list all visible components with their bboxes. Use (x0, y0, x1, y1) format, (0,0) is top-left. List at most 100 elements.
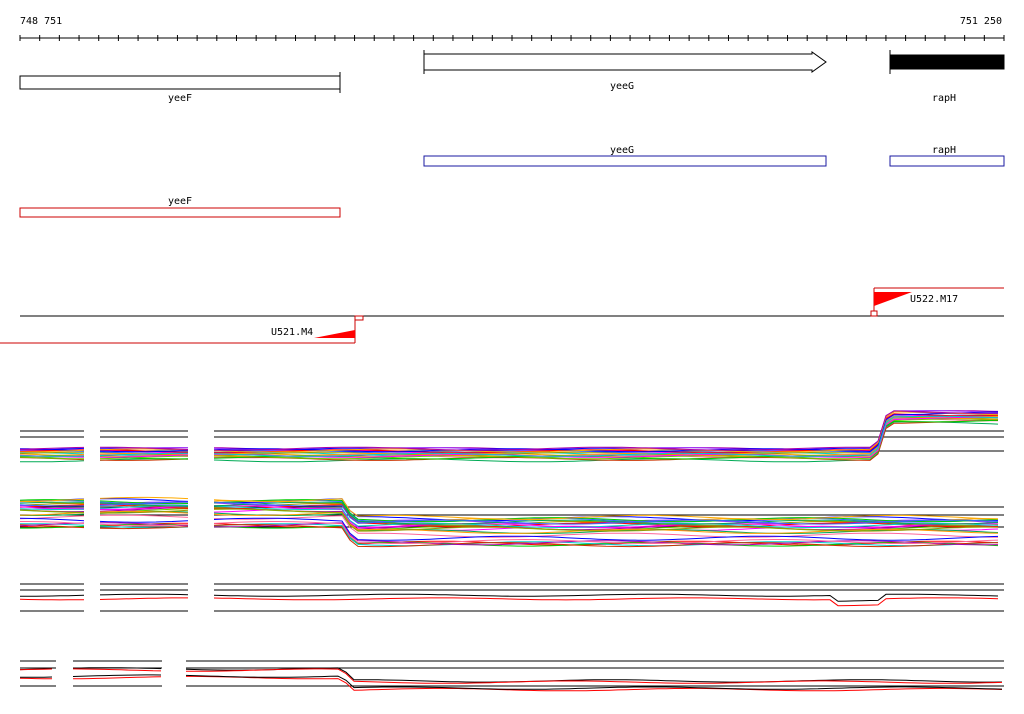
signal-series-line (99, 501, 189, 506)
gene-yeeG-label: yeeG (610, 81, 634, 92)
signal-series-line (213, 411, 999, 453)
signal-panel-4 (19, 660, 1004, 692)
signal-series-line (99, 455, 189, 460)
signal-series-line (213, 523, 999, 547)
feature-yeeF-reverse[interactable] (19, 207, 341, 218)
signal-series-line (19, 498, 85, 502)
signal-series-line (186, 668, 1003, 684)
signal-series-line (19, 517, 85, 522)
transcript-right-label: U522.M17 (910, 294, 958, 305)
signal-series-line (213, 410, 999, 451)
signal-series-line (213, 413, 999, 454)
signal-series-line (185, 667, 1003, 683)
signal-series-line (99, 449, 189, 453)
signal-series-line (72, 674, 162, 677)
signal-panel-1 (19, 410, 1004, 463)
signal-series-line (213, 593, 999, 602)
signal-series-line (99, 526, 189, 530)
signal-series-line (213, 515, 999, 538)
signal-series-line (19, 460, 85, 463)
signal-series-line (213, 499, 999, 523)
signal-series-line (99, 452, 188, 456)
signal-series-line (100, 446, 189, 450)
signal-series-line (213, 501, 999, 525)
signal-series-line (19, 509, 85, 514)
signal-series-line (19, 451, 84, 455)
signal-series-line (100, 454, 189, 458)
transcript-left-label: U521.M4 (271, 327, 313, 338)
signal-series-line (19, 504, 85, 507)
signal-series-line (99, 502, 189, 507)
transcript-left-flag (314, 330, 355, 338)
signal-series-line (213, 507, 999, 531)
signal-series-line (19, 456, 84, 460)
feature-rapH-forward-label: rapH (932, 145, 956, 156)
signal-series-line (186, 675, 1003, 692)
signal-series-line (20, 521, 85, 524)
signal-series-line (99, 597, 188, 600)
signal-series-line (213, 521, 999, 544)
signal-series-line (19, 449, 85, 453)
gene-rapH-label: rapH (932, 93, 956, 104)
signal-series-line (213, 508, 999, 532)
signal-series-line (213, 505, 999, 528)
signal-series-line (185, 674, 1003, 690)
ruler-ticks (19, 35, 1005, 41)
signal-series-line (99, 510, 189, 514)
signal-series-line (19, 508, 85, 510)
signal-series-line (99, 450, 189, 453)
signal-series-line (19, 598, 85, 601)
signal-series-line (20, 594, 85, 597)
feature-yeeF-reverse-label: yeeF (168, 196, 192, 207)
signal-series-line (72, 668, 162, 672)
signal-series-line (213, 415, 999, 457)
gene-rapH-box[interactable] (889, 54, 1005, 70)
signal-series-line (72, 676, 162, 680)
forward-feature-track: yeeG rapH (423, 145, 1005, 167)
coordinate-ruler: 748 751 751 250 (19, 16, 1005, 41)
signal-panel-3 (19, 583, 1004, 612)
feature-rapH-forward[interactable] (889, 155, 1005, 167)
signal-series-line (100, 505, 189, 510)
signal-series-line (19, 668, 53, 671)
signal-panel-2 (19, 496, 1004, 548)
signal-series-line (213, 415, 999, 457)
signal-series-line (213, 416, 999, 458)
feature-yeeG-forward-label: yeeG (610, 145, 634, 156)
reverse-feature-track: yeeF (19, 196, 341, 218)
feature-yeeG-forward[interactable] (423, 155, 827, 167)
ruler-start-label: 748 751 (20, 16, 62, 27)
signal-series-line (99, 523, 189, 526)
gene-annotation-track: yeeF yeeG rapH (19, 50, 1005, 104)
signal-series-line (213, 501, 999, 525)
signal-series-line (100, 509, 189, 514)
signal-series-line (213, 524, 999, 548)
gene-yeeG-arrow[interactable] (423, 51, 827, 73)
signal-series-line (19, 446, 85, 450)
signal-series-line (213, 498, 999, 520)
signal-series-line (99, 593, 189, 596)
signal-series-line (213, 418, 999, 460)
signal-series-line (213, 522, 999, 546)
gene-yeeF-box[interactable] (19, 75, 341, 90)
transcript-track: U522.M17 U521.M4 (0, 287, 1004, 344)
signal-series-line (213, 499, 999, 523)
signal-series-line (19, 677, 53, 680)
signal-series-line (99, 496, 189, 500)
signal-series-line (99, 498, 189, 502)
signal-series-line (19, 512, 85, 516)
signal-series-line (213, 517, 999, 541)
signal-series-line (19, 502, 84, 506)
signal-series-line (213, 411, 998, 452)
signal-series-line (19, 501, 85, 504)
signal-series-line (99, 458, 189, 461)
transcript-right-flag (874, 292, 912, 306)
signal-series-line (213, 420, 998, 461)
gene-yeeF-label: yeeF (168, 93, 192, 104)
signal-series-line (213, 411, 999, 453)
signal-series-line (99, 514, 189, 518)
ruler-end-label: 751 250 (960, 16, 1002, 27)
signal-series-line (99, 520, 189, 523)
signal-series-line (213, 597, 999, 607)
